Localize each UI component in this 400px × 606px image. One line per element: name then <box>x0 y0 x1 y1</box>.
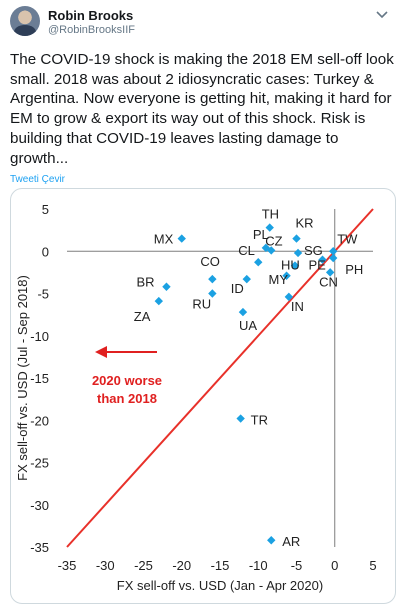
data-label-my: MY <box>269 272 289 287</box>
y-tick-label: -30 <box>30 498 49 513</box>
data-label-pe: PE <box>309 258 327 273</box>
y-tick-label: 5 <box>42 202 49 217</box>
data-label-ru: RU <box>192 297 211 312</box>
tweet-text: The COVID-19 shock is making the 2018 EM… <box>10 51 394 167</box>
data-point-ph <box>329 253 338 263</box>
x-tick-label: -25 <box>134 558 153 573</box>
annotation-line-1: 2020 worse <box>92 373 162 388</box>
data-point-br <box>162 282 171 291</box>
data-point-id <box>242 274 251 284</box>
y-tick-label: -25 <box>30 456 49 471</box>
data-label-br: BR <box>136 275 154 290</box>
data-label-mx: MX <box>154 232 174 247</box>
data-point-sg <box>293 248 303 258</box>
data-point-mx <box>177 234 186 243</box>
data-point-hu <box>290 261 300 270</box>
data-point-za <box>154 296 163 306</box>
y-axis-label: FX sell-off vs. USD (Jul - Sep 2018) <box>15 275 30 481</box>
data-label-co: CO <box>200 254 220 269</box>
data-label-kr: KR <box>296 216 314 231</box>
translate-tweet-link[interactable]: Tweeti Çevir <box>10 174 66 185</box>
y-tick-label: -35 <box>30 540 49 555</box>
data-label-za: ZA <box>134 309 151 324</box>
data-point-th <box>265 223 274 232</box>
x-tick-label: 5 <box>369 558 376 573</box>
data-label-hu: HU <box>281 258 300 273</box>
display-name[interactable]: Robin Brooks <box>48 8 134 23</box>
data-label-ar: AR <box>282 534 300 549</box>
data-point-cl <box>254 258 263 267</box>
x-tick-label: -5 <box>291 558 303 573</box>
data-point-co <box>208 274 217 284</box>
data-point-pl <box>261 243 271 253</box>
data-label-tw: TW <box>337 231 358 246</box>
user-handle[interactable]: @RobinBrooksIIF <box>48 24 135 36</box>
x-tick-label: -30 <box>96 558 115 573</box>
data-point-ua <box>238 307 248 317</box>
data-point-pe <box>318 255 327 264</box>
scatter-chart: -35 -30 -25 -20 -15 -10 -5 0 5 5 0 -5 -10 -15 -20 -25 -3… <box>15 202 377 593</box>
data-point-tr <box>236 414 245 423</box>
data-point-my <box>282 271 291 280</box>
diagonal-line <box>66 208 374 548</box>
data-label-cl: CL <box>238 243 255 258</box>
data-label-pl: PL <box>253 227 269 242</box>
data-point-ar <box>267 536 276 545</box>
x-tick-label: -10 <box>249 558 268 573</box>
x-tick-label: -35 <box>58 558 77 573</box>
avatar[interactable] <box>10 6 40 36</box>
data-point-cn <box>325 268 335 277</box>
y-tick-label: -10 <box>30 329 49 344</box>
x-axis-label: FX sell-off vs. USD (Jan - Apr 2020) <box>117 578 323 593</box>
data-label-id: ID <box>231 281 244 296</box>
data-label-ua: UA <box>239 318 257 333</box>
tweet-media-chart[interactable]: -35 -30 -25 -20 -15 -10 -5 0 5 5 0 -5 -10 -15 -20 -25 -3… <box>10 188 396 604</box>
arrow-head <box>95 346 107 358</box>
y-tick-label: 0 <box>42 244 49 259</box>
x-tick-label: 0 <box>331 558 338 573</box>
data-label-ph: PH <box>345 262 363 277</box>
x-tick-label: -15 <box>211 558 230 573</box>
data-point-ru <box>208 289 217 298</box>
data-label-cn: CN <box>319 274 338 289</box>
data-point-cz <box>267 246 276 255</box>
data-label-cz: CZ <box>265 233 282 248</box>
y-tick-label: -15 <box>30 371 49 386</box>
y-tick-label: -5 <box>37 287 49 302</box>
data-point-in <box>284 292 294 302</box>
chevron-down-icon[interactable] <box>374 8 390 22</box>
data-point-kr <box>292 234 301 243</box>
annotation-line-2: than 2018 <box>97 391 157 406</box>
data-label-sg: SG <box>304 243 323 258</box>
x-tick-label: -20 <box>172 558 191 573</box>
data-label-tr: TR <box>251 413 268 428</box>
y-tick-label: -20 <box>30 413 49 428</box>
data-label-th: TH <box>262 207 279 222</box>
data-label-in: IN <box>291 299 304 314</box>
